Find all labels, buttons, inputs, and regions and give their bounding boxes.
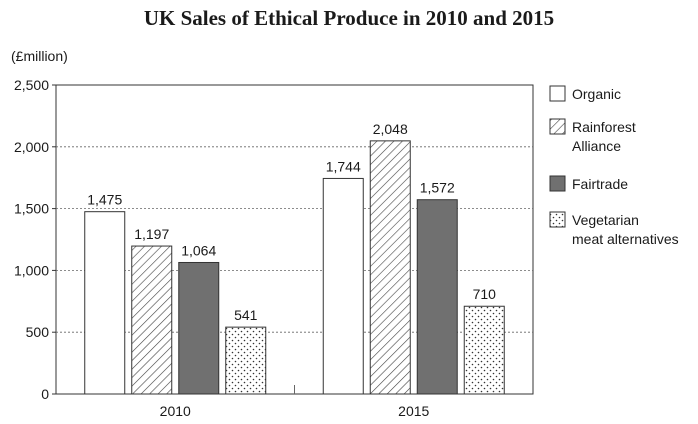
data-label: 1,744 (326, 158, 361, 174)
bar (225, 326, 267, 395)
chart-title: UK Sales of Ethical Produce in 2010 and … (143, 6, 555, 30)
data-label: 1,197 (134, 226, 169, 242)
bar (369, 140, 411, 395)
y-tick-label: 2,000 (14, 139, 49, 155)
data-label: 1,064 (181, 242, 216, 258)
data-label: 1,572 (420, 180, 455, 196)
bar (322, 177, 364, 395)
legend-swatch (549, 175, 566, 192)
y-tick-label: 1,000 (14, 262, 49, 278)
legend-label: Vegetarian meat alternatives (572, 212, 679, 247)
y-tick-label: 1,500 (14, 201, 49, 217)
legend-swatch (549, 85, 566, 102)
bar (84, 211, 126, 395)
plot-frame (55, 84, 534, 395)
legend-label: Fairtrade (572, 176, 628, 192)
data-label: 710 (473, 286, 497, 302)
data-label: 2,048 (373, 121, 408, 137)
y-tick-label: 500 (26, 324, 50, 340)
y-tick-label: 0 (41, 386, 49, 402)
x-tick-label: 2015 (398, 403, 429, 419)
bar (416, 199, 458, 395)
data-label: 1,475 (87, 192, 122, 208)
bar (178, 261, 220, 395)
legend-label: Rainforest Alliance (572, 119, 636, 154)
legend-swatch (549, 211, 566, 228)
y-tick-label: 2,500 (14, 77, 49, 93)
bar (463, 305, 505, 395)
legend-label: Organic (572, 86, 621, 102)
data-label: 541 (234, 307, 258, 323)
bar (131, 245, 173, 395)
legend-swatch (549, 118, 566, 135)
x-tick-label: 2010 (160, 403, 191, 419)
y-axis-unit-label: (£million) (11, 48, 68, 64)
